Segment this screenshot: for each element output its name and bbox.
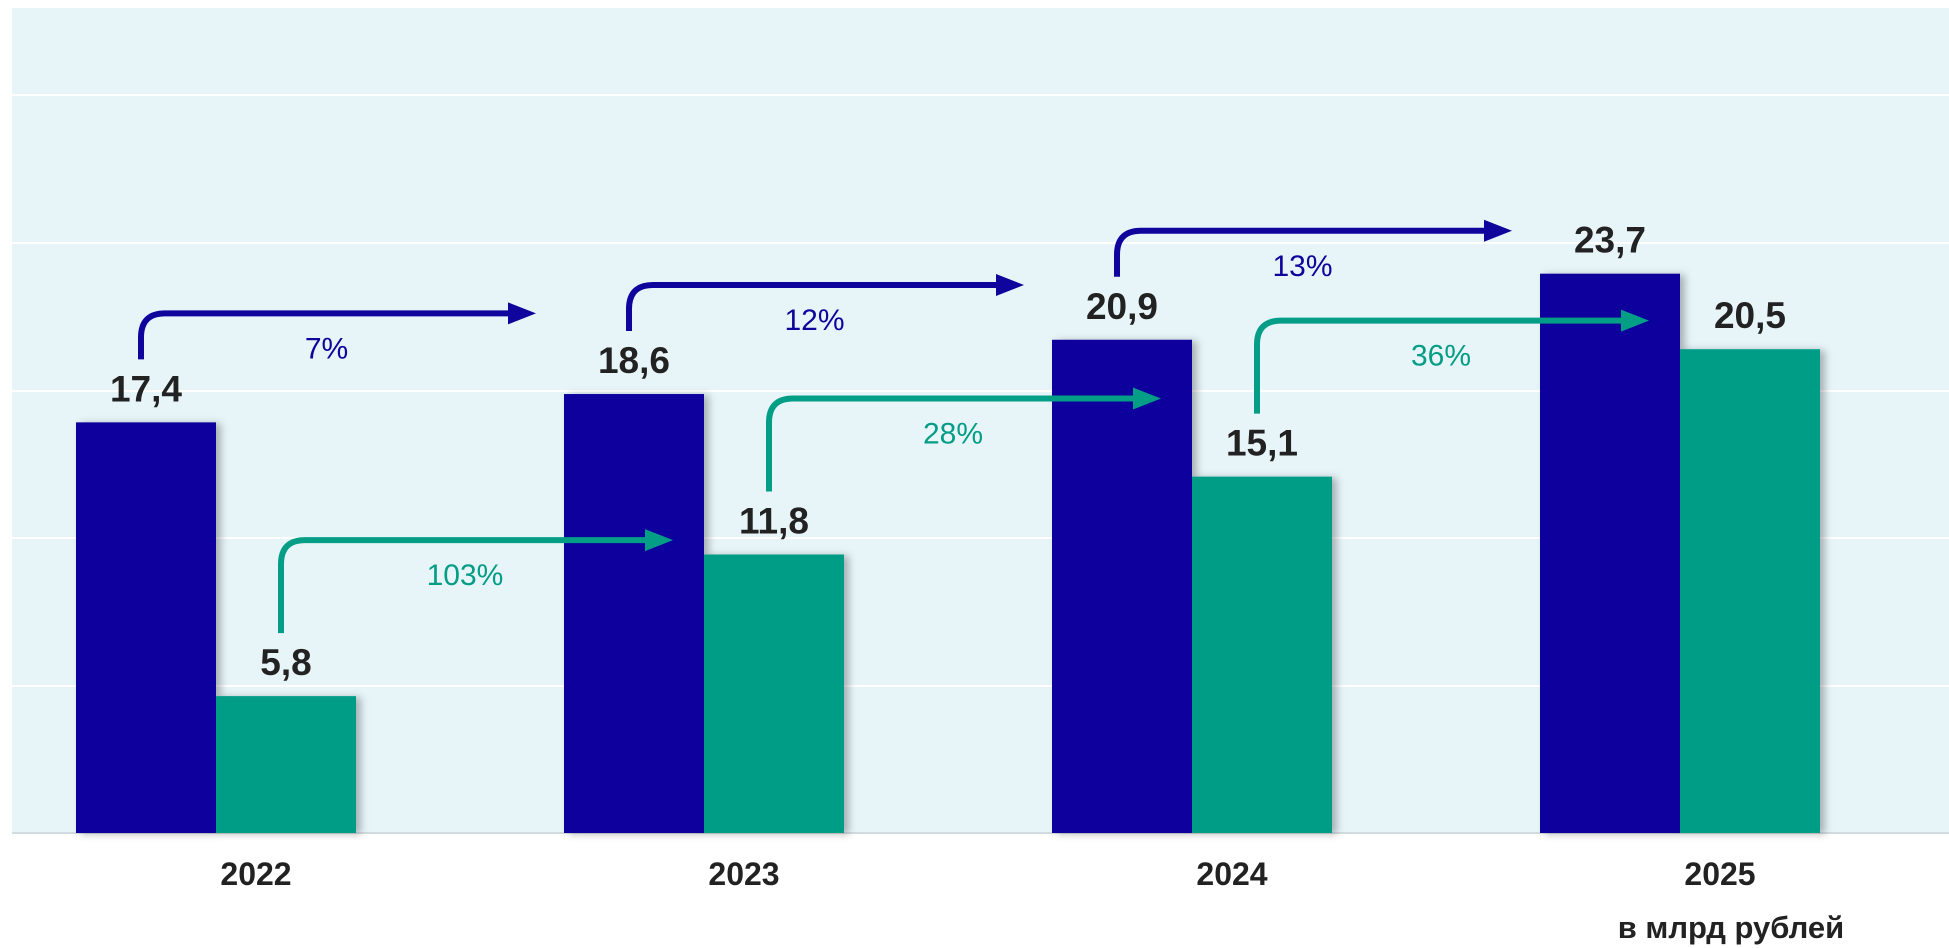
value-label: 23,7 xyxy=(1574,220,1646,261)
x-tick-label: 2025 xyxy=(1684,856,1755,892)
bar-green-2024 xyxy=(1192,476,1332,833)
value-label: 5,8 xyxy=(260,642,311,683)
bar-blue-2024 xyxy=(1052,339,1192,833)
growth-label: 36% xyxy=(1411,340,1471,373)
arrow-head-icon xyxy=(1133,387,1161,410)
bar-green-2022 xyxy=(216,696,356,833)
arrow-head-icon xyxy=(1484,219,1512,242)
bar-blue-2023 xyxy=(564,394,704,833)
labels-group: 17,4 18,6 20,9 23,7 5,8 11,8 15,1 20,5 2022 2023 2… xyxy=(110,220,1786,892)
growth-label: 103% xyxy=(427,559,504,592)
arrow-head-icon xyxy=(1621,309,1649,332)
bar-green-2025 xyxy=(1680,349,1820,833)
x-tick-label: 2024 xyxy=(1196,856,1267,892)
value-label: 20,5 xyxy=(1714,295,1786,336)
growth-arrow-line xyxy=(138,310,510,360)
value-label: 15,1 xyxy=(1226,423,1298,464)
value-label: 17,4 xyxy=(110,368,182,409)
value-label: 11,8 xyxy=(739,501,809,542)
growth-arrow-line xyxy=(766,395,1135,492)
value-label: 18,6 xyxy=(598,340,670,381)
growth-label: 13% xyxy=(1272,250,1332,283)
bars-group xyxy=(76,273,1820,833)
growth-arrow-line xyxy=(1254,317,1623,414)
growth-label: 28% xyxy=(923,418,983,451)
bar-blue-2022 xyxy=(76,422,216,833)
growth-arrows-group: 7% 12% 13% 103% 28% 36% xyxy=(138,219,1649,634)
growth-label: 12% xyxy=(784,304,844,337)
arrow-head-icon xyxy=(996,274,1024,297)
value-label: 20,9 xyxy=(1086,286,1158,327)
x-tick-label: 2023 xyxy=(708,856,779,892)
growth-arrow-line xyxy=(626,282,998,332)
bar-green-2023 xyxy=(704,554,844,833)
arrow-head-icon xyxy=(508,302,536,325)
arrow-head-icon xyxy=(645,529,673,552)
unit-note: в млрд рублей xyxy=(1618,910,1844,945)
growth-arrow-line xyxy=(278,537,647,634)
growth-label: 7% xyxy=(305,332,348,365)
x-tick-label: 2022 xyxy=(220,856,291,892)
bar-blue-2025 xyxy=(1540,273,1680,833)
growth-arrow-line xyxy=(1114,227,1486,277)
